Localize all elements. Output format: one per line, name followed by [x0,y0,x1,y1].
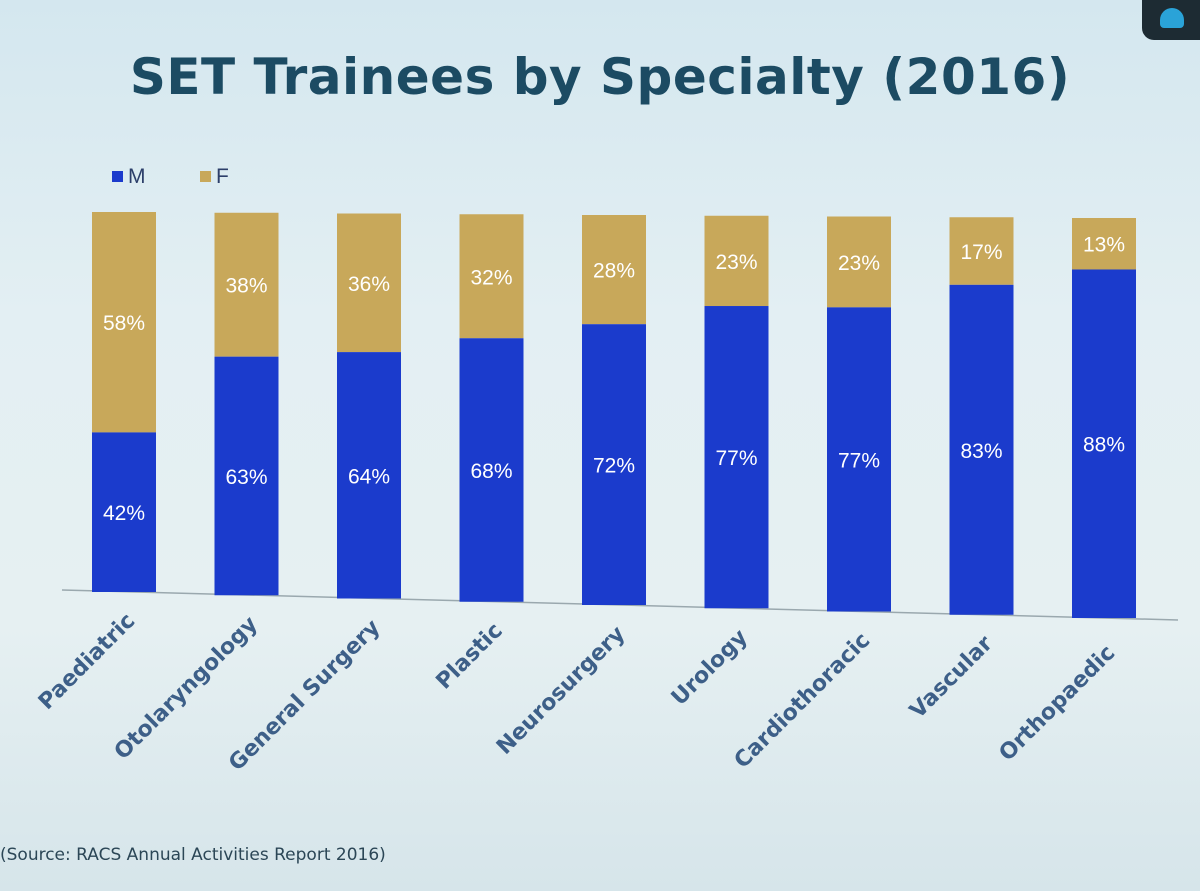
data-label-female: 23% [838,252,880,275]
legend-label-f: F [216,165,229,188]
data-label-male: 68% [470,460,512,483]
data-label-female: 13% [1083,234,1125,257]
bar-male-cardiothoracic [827,307,891,612]
data-label-female: 28% [593,260,635,283]
legend-swatch-m [112,171,123,182]
bar-female-general-surgery [337,213,401,353]
data-label-female: 17% [960,241,1002,264]
data-label-male: 77% [838,449,880,472]
data-label-male: 42% [103,502,145,525]
category-label: Cardiothoracic [730,628,876,774]
data-label-female: 38% [225,275,267,298]
bar-female-orthopaedic [1072,218,1136,270]
data-label-female: 58% [103,312,145,335]
legend-swatch-f [200,171,211,182]
category-label: Vascular [905,631,998,724]
bar-male-otolaryngology [214,356,279,596]
source-note: (Source: RACS Annual Activities Report 2… [0,845,386,865]
bar-female-paediatric [92,212,156,433]
bar-male-neurosurgery [582,324,646,605]
page-title: SET Trainees by Specialty (2016) [129,48,1071,106]
bar-female-otolaryngology [214,212,279,357]
legend-label-m: M [128,165,146,188]
category-label: Plastic [432,618,508,694]
bar-male-plastic [459,338,524,602]
bar-female-neurosurgery [582,215,646,325]
bar-male-urology [704,306,769,609]
data-label-female: 32% [470,266,512,289]
bar-female-cardiothoracic [827,216,891,308]
category-label: Neurosurgery [492,622,630,760]
data-label-male: 83% [960,440,1002,463]
data-label-male: 77% [715,447,757,470]
data-label-male: 63% [225,466,267,489]
bar-male-vascular [949,284,1014,615]
category-label: Paediatric [34,609,140,715]
data-label-male: 64% [348,465,390,488]
data-label-female: 23% [715,251,757,274]
bar-male-general-surgery [337,352,401,599]
data-label-female: 36% [348,273,390,296]
category-label: Orthopaedic [995,641,1121,767]
data-label-male: 88% [1083,434,1125,457]
bar-male-orthopaedic [1072,269,1136,618]
category-label: Urology [667,625,753,711]
bar-female-urology [704,215,769,307]
bar-female-vascular [949,217,1014,285]
bar-groups: 58% 42% 38% 63% 36% 64% 32% 68% 28% 72% 23% 77% 23% 7… [61,212,1179,621]
bar-male-paediatric [92,432,156,592]
bar-female-plastic [459,214,524,339]
data-label-male: 72% [593,455,635,478]
user-icon[interactable] [1142,0,1200,40]
